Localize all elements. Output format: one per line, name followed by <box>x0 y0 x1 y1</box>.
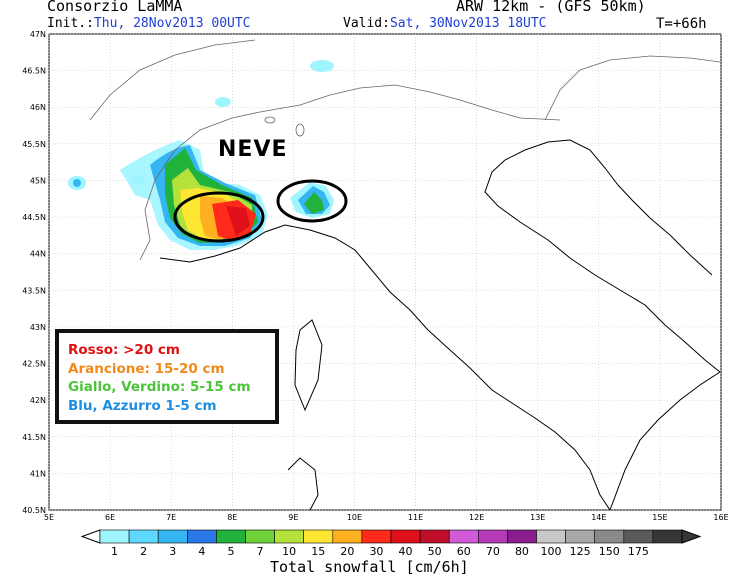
lat-tick-label: 43.5N <box>22 286 46 295</box>
colorbar-segment <box>157 529 188 544</box>
lat-tick-label: 44.5N <box>22 213 46 222</box>
lat-tick-label: 46N <box>30 103 46 112</box>
colorbar-tick-label: 1 <box>111 545 118 558</box>
lat-tick-label: 44N <box>30 250 46 259</box>
neve-label: NEVE <box>218 137 288 162</box>
legend-item: Rosso: >20 cm <box>68 342 180 358</box>
colorbar-tick-label: 20 <box>340 545 354 558</box>
colorbar-segment <box>303 529 334 544</box>
colorbar-tick-label: 175 <box>628 545 649 558</box>
lon-tick-label: 9E <box>288 513 298 522</box>
lon-tick-label: 10E <box>347 513 362 522</box>
valid-value: Sat, 30Nov2013 18UTC <box>389 16 547 31</box>
header-init: Init.:Thu, 28Nov2013 00UTC <box>47 16 251 31</box>
colorbar-segment <box>419 529 450 544</box>
highlight-ellipse-appennino <box>276 179 348 223</box>
colorbar-tick-label: 2 <box>140 545 147 558</box>
lat-tick-label: 46.5N <box>22 67 46 76</box>
lat-tick-label: 41.5N <box>22 433 46 442</box>
coastlines-borders <box>89 39 721 511</box>
legend-item: Blu, Azzurro 1-5 cm <box>68 397 217 414</box>
lon-tick-label: 12E <box>469 513 484 522</box>
colorbar-segment <box>448 529 479 544</box>
colorbar-tick-label: 3 <box>169 545 176 558</box>
colorbar-segment <box>332 529 363 544</box>
init-value: Thu, 28Nov2013 00UTC <box>93 16 251 31</box>
lat-tick-label: 47N <box>30 30 46 39</box>
highlight-ellipse-piemonte <box>173 191 265 243</box>
colorbar-tick-label: 50 <box>428 545 442 558</box>
colorbar-tick-label: 5 <box>227 545 234 558</box>
colorbar-tick-label: 150 <box>599 545 620 558</box>
lon-tick-label: 8E <box>227 513 237 522</box>
lon-tick-label: 13E <box>530 513 545 522</box>
colorbar-segment <box>274 529 305 544</box>
lat-tick-label: 45N <box>30 176 46 185</box>
lon-tick-label: 16E <box>713 513 728 522</box>
colorbar-tick-label: 125 <box>570 545 591 558</box>
colorbar-tick-label: 7 <box>257 545 264 558</box>
legend-item: Arancione: 15-20 cm <box>68 360 225 377</box>
colorbar-segment <box>565 529 595 544</box>
map-area: 5E 6E 7E 8E 9E 10E 11E 12E 13E 14E 15E 16E 47N 46.5N… <box>22 30 728 522</box>
colorbar-tick-label: 30 <box>369 545 383 558</box>
colorbar-tick-label: 15 <box>311 545 325 558</box>
lon-tick-label: 11E <box>408 513 423 522</box>
colorbar-title: Total snowfall [cm/6h] <box>270 558 469 576</box>
lat-tick-label: 42N <box>30 396 46 405</box>
colorbar-tick-label: 100 <box>541 545 562 558</box>
lon-tick-label: 15E <box>652 513 667 522</box>
colorbar-tick-label: 60 <box>457 545 471 558</box>
lat-tick-label: 43N <box>30 323 46 332</box>
lat-tick-label: 41N <box>30 469 46 478</box>
legend-box: Rosso: >20 cm Arancione: 15-20 cm Giallo, … <box>55 329 279 424</box>
header-valid: Valid:Sat, 30Nov2013 18UTC <box>343 16 547 31</box>
colorbar-min-arrow <box>80 529 101 544</box>
colorbar-max-arrow <box>681 529 702 544</box>
colorbar-segment <box>536 529 566 544</box>
colorbar-segment <box>594 529 625 544</box>
colorbar-segment <box>390 529 421 544</box>
colorbar-segment <box>477 529 508 544</box>
colorbar-segment <box>652 529 683 544</box>
colorbar-segment <box>216 529 246 544</box>
lon-tick-label: 7E <box>166 513 176 522</box>
colorbar-segment <box>128 529 159 544</box>
colorbar-tick-label: 70 <box>486 545 500 558</box>
colorbar-segment <box>99 529 130 544</box>
lat-tick-label: 42.5N <box>22 360 46 369</box>
colorbar-segment <box>361 529 392 544</box>
header-org: Consorzio LaMMA <box>47 0 183 15</box>
colorbar-segment <box>245 529 275 544</box>
valid-label: Valid: <box>343 16 390 31</box>
lon-tick-labels: 5E 6E 7E 8E 9E 10E 11E 12E 13E 14E 15E 16E <box>44 513 729 522</box>
lon-tick-label: 14E <box>591 513 606 522</box>
lon-tick-label: 6E <box>105 513 115 522</box>
colorbar-labels: 1 2 3 4 5 7 10 15 20 30 40 50 60 70 80 100 125 150 175 <box>111 545 649 558</box>
colorbar-segment <box>507 529 537 544</box>
lat-tick-labels: 47N 46.5N 46N 45.5N 45N 44.5N 44N 43.5N 43N 42.5N… <box>22 30 46 515</box>
lat-tick-label: 45.5N <box>22 140 46 149</box>
colorbar-segment <box>623 529 654 544</box>
colorbar-tick-label: 40 <box>399 545 413 558</box>
colorbar <box>80 529 702 544</box>
header-model: ARW 12km - (GFS 50km) <box>456 0 646 15</box>
colorbar-tick-label: 4 <box>198 545 205 558</box>
colorbar-tick-label: 80 <box>515 545 529 558</box>
init-label: Init.: <box>47 16 94 31</box>
colorbar-segment <box>187 529 217 544</box>
forecast-hour: T=+66h <box>656 16 707 32</box>
lon-tick-label: 5E <box>44 513 54 522</box>
legend-item: Giallo, Verdino: 5-15 cm <box>68 379 251 395</box>
lat-tick-label: 40.5N <box>22 506 46 515</box>
colorbar-tick-label: 10 <box>282 545 296 558</box>
